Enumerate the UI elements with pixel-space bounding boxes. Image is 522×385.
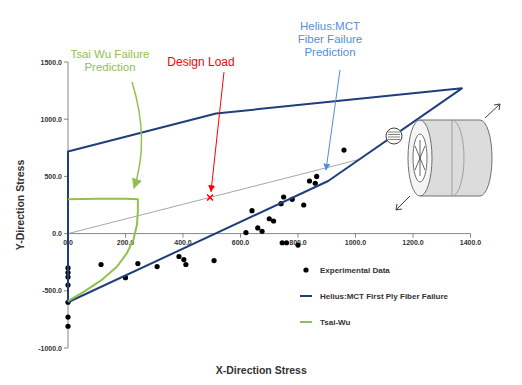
cylinder-seam (452, 120, 464, 196)
data-point (176, 254, 181, 259)
annotation-arrow (211, 72, 224, 192)
data-point (183, 262, 188, 267)
legend-swatch (300, 295, 312, 297)
data-point (211, 258, 216, 263)
pressure-arrow (415, 158, 420, 170)
pressure-arrow (420, 158, 425, 170)
data-point (259, 229, 264, 234)
ply-line (388, 139, 400, 140)
y-axis-title: Y-Direction Stress (14, 160, 26, 251)
x-tick (470, 234, 471, 238)
data-point (249, 208, 254, 213)
annotation-text: Prediction (304, 46, 355, 58)
y-tick-label: -1000.0 (38, 345, 62, 352)
x-tick (298, 234, 299, 238)
legend: Experimental Data Helius:MCT First Ply Fi… (300, 266, 449, 327)
data-point (284, 240, 289, 245)
x-tick-label: 1400.0 (460, 239, 482, 246)
line (68, 88, 462, 302)
x-tick (355, 234, 356, 238)
y-tick (64, 62, 68, 63)
load-arrow (485, 104, 500, 118)
x-tick (125, 234, 126, 238)
line (68, 199, 138, 301)
ply-line (388, 137, 400, 138)
x-tick-label: 600.0 (232, 239, 250, 246)
data-point (295, 242, 300, 247)
legend-label: Experimental Data (320, 266, 390, 275)
y-tick-label: 1000.0 (41, 116, 63, 123)
x-tick (183, 234, 184, 238)
x-tick-label: 1200.0 (402, 239, 424, 246)
background (0, 0, 522, 385)
legend-label: Helius:MCT First Ply Fiber Failure (320, 292, 449, 301)
annotation-text: Tsai Wu Failure (70, 48, 149, 60)
pressure-arrow (420, 158, 421, 176)
y-tick-label: -500.0 (42, 287, 62, 294)
y-tick-label: 0.0 (52, 230, 62, 237)
x-tick (413, 234, 414, 238)
data-point (181, 257, 186, 262)
annotation-text: Helius:MCT (300, 20, 360, 32)
y-tick-label: 1500.0 (41, 59, 63, 66)
x-stroke (207, 195, 213, 201)
data-point (271, 218, 276, 223)
data-point (65, 324, 70, 329)
y-tick (64, 348, 68, 349)
annotation-arrow (132, 82, 142, 188)
data-point (255, 225, 260, 230)
x-axis (68, 233, 471, 234)
data-point (135, 261, 140, 266)
plot-area (65, 88, 461, 329)
x-tick-label: 400.0 (174, 239, 192, 246)
pressure-arrow (420, 146, 425, 158)
data-point (98, 262, 103, 267)
data-point (341, 147, 346, 152)
annotation-text: Design Load (167, 55, 234, 69)
cylinder-icon (386, 104, 500, 210)
x-stroke (207, 195, 213, 201)
pressure-arrow (415, 146, 420, 158)
data-point (281, 194, 286, 199)
design-load-marker (207, 195, 213, 201)
x-tick-label: 1000.0 (345, 239, 367, 246)
x-tick (240, 234, 241, 238)
data-point (65, 315, 70, 320)
annotation-text: Fiber Failure (298, 33, 363, 45)
cylinder-seam (452, 120, 453, 196)
legend-swatch (300, 321, 312, 323)
data-point (243, 230, 248, 235)
x-axis-title: X-Direction Stress (216, 364, 307, 376)
data-point (314, 174, 319, 179)
y-tick-label: 500.0 (44, 173, 62, 180)
data-point (155, 264, 160, 269)
annotation-arrow (326, 70, 340, 170)
annotation-text: Prediction (84, 61, 135, 73)
load-arrow (396, 196, 410, 210)
ply-line (388, 134, 400, 135)
cylinder-bore (413, 134, 427, 182)
ply-detail (386, 128, 402, 144)
cylinder-end (408, 120, 432, 196)
chart: -1000.0-500.00.0500.01000.01500.00.0200.… (0, 0, 522, 385)
data-point (301, 202, 306, 207)
legend-label: Tsai-Wu (320, 318, 350, 327)
y-tick (64, 119, 68, 120)
ply-line (388, 132, 400, 133)
data-point (307, 178, 312, 183)
pressure-arrow (420, 140, 421, 158)
legend-swatch (303, 267, 308, 272)
